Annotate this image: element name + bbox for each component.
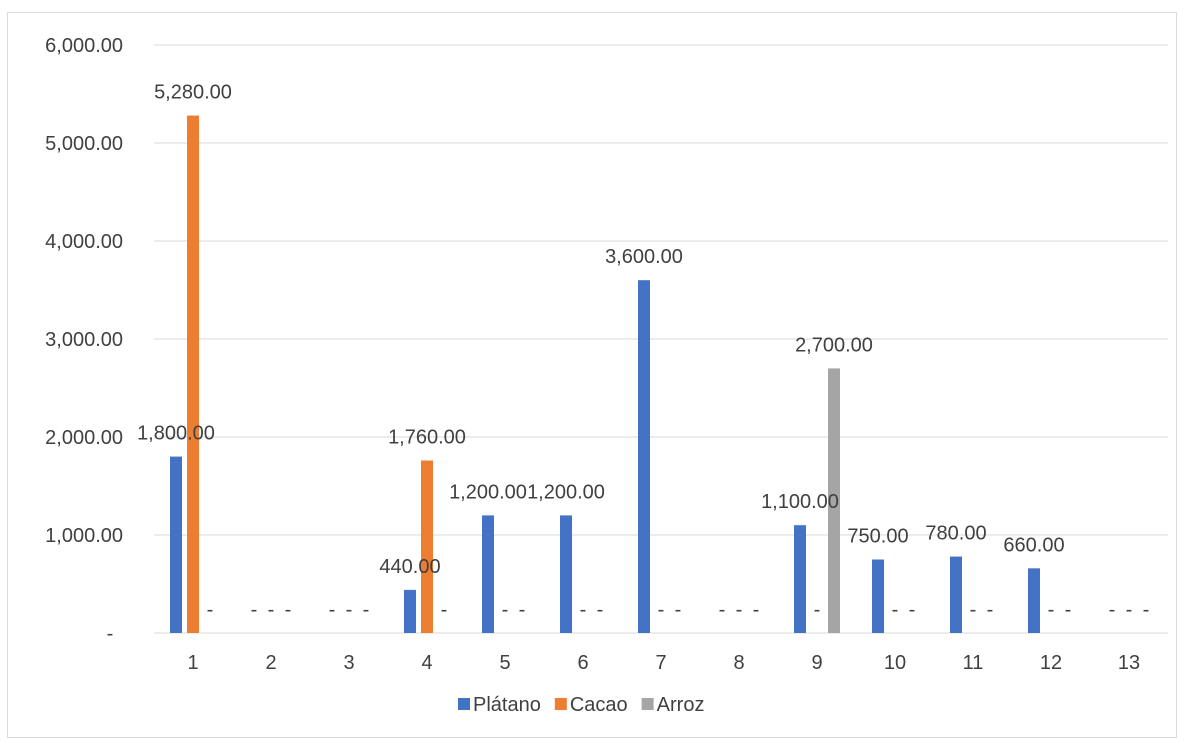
data-label: 1,200.00	[527, 481, 605, 503]
x-tick-label: 7	[655, 652, 666, 674]
data-label-zero: -	[1065, 599, 1072, 621]
bar-platano-5	[482, 515, 494, 633]
data-label: 1,800.00	[137, 423, 215, 445]
data-label-zero: -	[346, 599, 353, 621]
data-label-zero: -	[597, 599, 604, 621]
bar-arroz-9	[828, 368, 840, 633]
x-tick-label: 13	[1118, 652, 1140, 674]
y-tick-label: 2,000.00	[45, 427, 123, 449]
chart-frame: - 1,000.00 2,000.00 3,000.00 4,000.00 5,000.0…	[7, 12, 1177, 738]
data-label: 1,200.00	[449, 481, 527, 503]
bar-platano-9	[794, 525, 806, 633]
x-tick-label: 1	[187, 652, 198, 674]
data-label-zero: -	[285, 599, 292, 621]
bar-cacao-1	[187, 115, 199, 633]
data-label-zero: -	[909, 599, 916, 621]
data-label: 750.00	[847, 526, 908, 548]
legend-label: Cacao	[570, 694, 628, 716]
bars	[170, 115, 1040, 633]
data-label-zero: -	[363, 599, 370, 621]
data-label: 1,100.00	[761, 491, 839, 513]
x-axis-ticks: 1 2 3 4 5 6 7 8 9 10 11 12 13	[187, 652, 1140, 674]
bar-platano-10	[872, 559, 884, 633]
legend-swatch	[458, 698, 470, 710]
legend-label: Plátano	[473, 694, 541, 716]
data-label: 3,600.00	[605, 246, 683, 268]
bar-chart: - 1,000.00 2,000.00 3,000.00 4,000.00 5,000.0…	[45, 35, 1168, 716]
x-tick-label: 3	[343, 652, 354, 674]
data-label-zero: -	[1143, 599, 1150, 621]
data-label-zero: -	[251, 599, 258, 621]
y-tick-label: -	[107, 623, 114, 645]
legend: Plátano Cacao Arroz	[458, 694, 704, 716]
legend-swatch	[554, 698, 567, 710]
y-tick-label: 3,000.00	[45, 329, 123, 351]
y-tick-label: 4,000.00	[45, 231, 123, 253]
data-label-zero: -	[1109, 599, 1116, 621]
data-label-zero: -	[207, 599, 214, 621]
data-label: 5,280.00	[154, 82, 232, 104]
data-label: 440.00	[379, 556, 440, 578]
data-label-zero: -	[268, 599, 275, 621]
legend-swatch	[641, 698, 654, 710]
x-tick-label: 5	[499, 652, 510, 674]
bar-platano-12	[1028, 568, 1040, 633]
gridlines	[154, 44, 1168, 634]
data-label-zero: -	[814, 599, 821, 621]
data-label-zero: -	[736, 599, 743, 621]
x-tick-label: 6	[577, 652, 588, 674]
x-tick-label: 9	[811, 652, 822, 674]
x-tick-label: 10	[884, 652, 906, 674]
data-labels: 1,800.005,280.00- - - - - - -440.001,760.00-1,…	[137, 82, 1149, 621]
data-label-zero: -	[441, 599, 448, 621]
data-label-zero: -	[970, 599, 977, 621]
x-tick-label: 11	[963, 652, 984, 674]
bar-platano-4	[404, 589, 416, 633]
data-label-zero: -	[753, 599, 760, 621]
data-label: 660.00	[1003, 534, 1064, 556]
bar-platano-7	[638, 280, 650, 633]
bar-platano-11	[950, 556, 962, 633]
y-tick-label: 6,000.00	[45, 35, 123, 57]
data-label-zero: -	[719, 599, 726, 621]
x-tick-label: 2	[265, 652, 276, 674]
data-label-zero: -	[519, 599, 526, 621]
x-tick-label: 4	[421, 652, 432, 674]
x-tick-label: 8	[733, 652, 744, 674]
data-label: 2,700.00	[795, 334, 873, 356]
legend-label: Arroz	[657, 694, 705, 716]
data-label: 1,760.00	[388, 427, 466, 449]
y-tick-label: 1,000.00	[45, 525, 123, 547]
data-label-zero: -	[675, 599, 682, 621]
data-label-zero: -	[329, 599, 336, 621]
data-label-zero: -	[1126, 599, 1133, 621]
bar-platano-1	[170, 456, 182, 633]
data-label-zero: -	[892, 599, 899, 621]
bar-cacao-4	[421, 460, 433, 633]
data-label: 780.00	[925, 523, 986, 545]
data-label-zero: -	[658, 599, 665, 621]
y-axis-ticks: - 1,000.00 2,000.00 3,000.00 4,000.00 5,000.0…	[45, 35, 123, 645]
data-label-zero: -	[1048, 599, 1055, 621]
bar-platano-6	[560, 515, 572, 633]
data-label-zero: -	[502, 599, 509, 621]
y-tick-label: 5,000.00	[45, 133, 123, 155]
x-tick-label: 12	[1040, 652, 1062, 674]
data-label-zero: -	[580, 599, 587, 621]
data-label-zero: -	[987, 599, 994, 621]
